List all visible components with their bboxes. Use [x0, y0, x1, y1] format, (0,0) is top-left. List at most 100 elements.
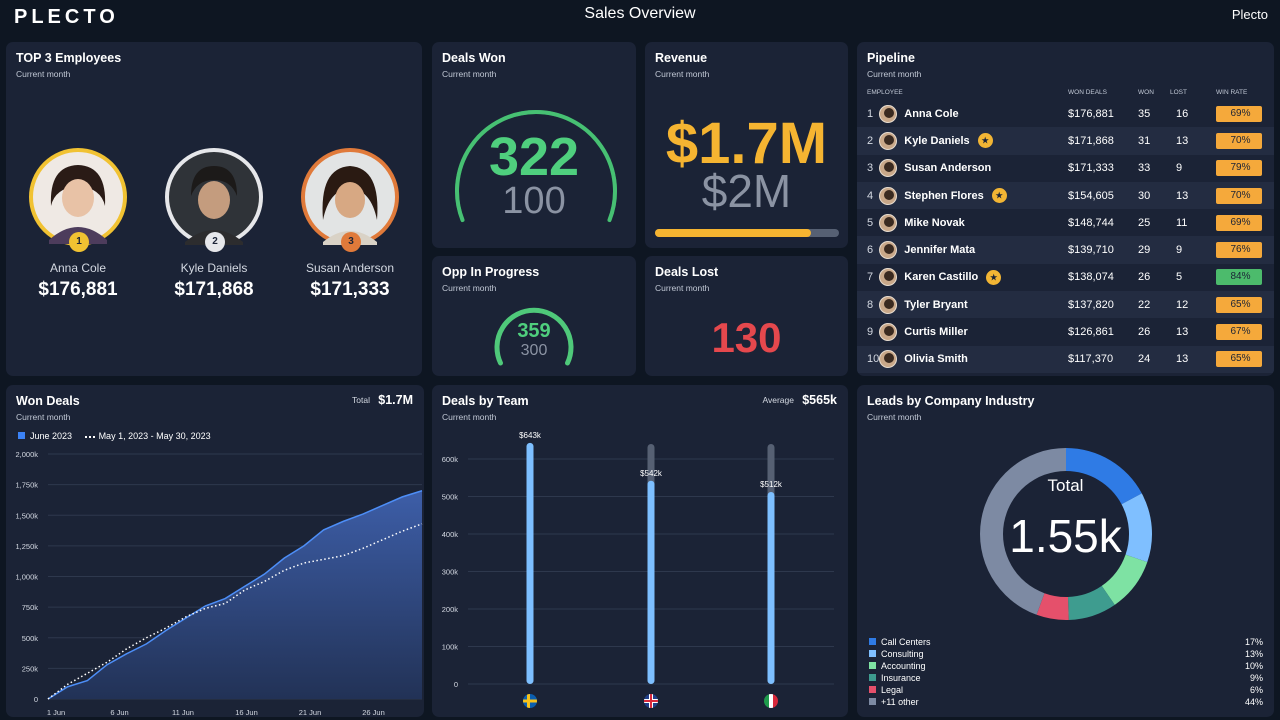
legend-item[interactable]: Legal 6%: [869, 685, 1263, 697]
series-line-may-2023: [47, 523, 423, 700]
employee-name: Kyle Daniels: [180, 261, 248, 275]
table-row[interactable]: 1 Anna Cole $176,881 35 16 69%: [857, 100, 1274, 127]
team-flag-uk-icon: [644, 694, 658, 708]
top-employee-3[interactable]: 3 Susan Anderson $171,333: [280, 148, 420, 301]
revenue-card[interactable]: Revenue Current month $1.7M $2M: [645, 42, 848, 248]
row-win-rate: 65%: [1210, 345, 1274, 373]
y-tick-label: 250k: [22, 664, 39, 673]
deals-lost-value: 130: [711, 314, 782, 361]
row-lost: 5: [1176, 271, 1183, 284]
win-rate-pill: 79%: [1216, 160, 1262, 177]
row-lost: 13: [1170, 181, 1210, 210]
row-won-deals: $148,744: [1068, 216, 1114, 229]
employee-name: Tyler Bryant: [904, 298, 968, 311]
x-tick-label: 6 Jun: [110, 708, 128, 717]
col-win-rate: WIN RATE: [1216, 88, 1248, 96]
row-won-deals: $154,605: [1068, 181, 1138, 210]
bar-value-label: $512k: [760, 480, 783, 489]
y-tick-label: 400k: [442, 530, 459, 539]
avatar: [879, 186, 898, 205]
leads-card[interactable]: Leads by Company Industry Current month …: [857, 385, 1274, 717]
employee-name: Susan Anderson: [904, 162, 992, 175]
top-bar: PLECTO Sales Overview Plecto: [0, 0, 1280, 38]
x-tick-label: 21 Jun: [299, 708, 322, 717]
legend-swatch-dotted: [84, 435, 95, 438]
top-employee-2[interactable]: 2 Kyle Daniels $171,868: [144, 148, 284, 301]
total-value: $1.7M: [378, 393, 413, 407]
row-lost: 16: [1176, 107, 1189, 120]
y-tick-label: 300k: [442, 568, 459, 577]
win-rate-pill: 67%: [1216, 324, 1262, 341]
y-tick-label: 500k: [22, 634, 39, 643]
table-row[interactable]: 6 Jennifer Mata $139,710 29 9 76%: [857, 236, 1274, 264]
y-tick-label: 600k: [442, 455, 459, 464]
donut-slice-accounting[interactable]: [1101, 554, 1148, 605]
top3-card[interactable]: TOP 3 Employees Current month 1 Anna Col…: [6, 42, 422, 376]
donut-slice-call-centers[interactable]: [1066, 448, 1142, 505]
donut-slice-insurance[interactable]: [1068, 585, 1115, 620]
row-rank: 9: [867, 326, 874, 339]
table-row[interactable]: 2 Kyle Daniels ★ $171,868 31 13 70%: [857, 127, 1274, 155]
card-title: Deals Lost: [655, 265, 719, 279]
card-title: Deals Won: [442, 51, 506, 65]
legend-percent: 44%: [1244, 697, 1263, 707]
table-row[interactable]: 3 Susan Anderson $171,333 33 9 79%: [857, 155, 1274, 182]
pipeline-card[interactable]: Pipeline Current month EMPLOYEE WON DEAL…: [857, 42, 1274, 376]
donut-slice-legal[interactable]: [1036, 593, 1069, 621]
legend-swatch: [869, 650, 876, 657]
row-rank: 5: [867, 216, 874, 229]
legend-series-2: May 1, 2023 - May 30, 2023: [98, 431, 211, 441]
average-label: Average: [762, 395, 794, 405]
row-rank: 6: [857, 236, 880, 264]
row-rank: 8: [857, 291, 880, 319]
legend-item[interactable]: Accounting 10%: [869, 661, 1263, 673]
table-row[interactable]: 9 Curtis Miller $126,861 26 13 67%: [857, 318, 1274, 345]
table-row[interactable]: 10 Olivia Smith $117,370 24 13 65%: [857, 345, 1274, 373]
win-rate-pill: 65%: [1216, 351, 1262, 368]
row-won: 24: [1138, 345, 1170, 373]
table-row[interactable]: 8 Tyler Bryant $137,820 22 12 65%: [857, 291, 1274, 319]
legend-item[interactable]: +11 other 44%: [869, 697, 1263, 709]
opp-in-progress-card[interactable]: Opp In Progress Current month 359 300: [432, 256, 636, 376]
row-won: 26: [1138, 326, 1151, 339]
bar[interactable]: [526, 442, 534, 684]
opp-value: 359: [517, 320, 551, 342]
deals-by-team-card[interactable]: Deals by Team Current month Average $565…: [432, 385, 848, 717]
col-won: WON: [1138, 88, 1154, 96]
avatar: [879, 131, 898, 150]
row-win-rate: 70%: [1210, 127, 1274, 155]
won-deals-card[interactable]: Won Deals Current month Total $1.7M June…: [6, 385, 424, 717]
avatar: 1: [29, 148, 127, 252]
legend-item[interactable]: Insurance 9%: [869, 673, 1263, 685]
employee-value: $171,868: [174, 279, 254, 300]
row-employee: Olivia Smith: [879, 345, 1068, 373]
legend-swatch: [869, 662, 876, 669]
row-lost: 12: [1170, 291, 1210, 319]
row-lost: 9: [1170, 236, 1210, 264]
won-deals-chart: 0 250k 500k 750k 1,000k 1,250k 1,500k 1,750k 2,0…: [15, 450, 423, 717]
table-row[interactable]: 7 Karen Castillo ★ $138,074 26 5 84%: [857, 264, 1274, 291]
donut-slice-11-other[interactable]: [980, 448, 1066, 615]
deals-lost-card[interactable]: Deals Lost Current month 130: [645, 256, 848, 376]
legend-item[interactable]: Consulting 13%: [869, 649, 1263, 661]
y-tick-label: 2,000k: [15, 450, 38, 459]
pipeline-table: EMPLOYEE WON DEALS WON LOST WIN RATE 1 An…: [857, 84, 1274, 373]
table-row[interactable]: 5 Mike Novak $148,744 25 11 69%: [857, 209, 1274, 236]
avatar: [879, 159, 898, 178]
y-tick-label: 750k: [22, 603, 39, 612]
legend-swatch-solid: [18, 432, 25, 439]
bar[interactable]: [767, 492, 775, 684]
employee-value: $176,881: [38, 279, 118, 300]
win-rate-pill: 70%: [1216, 132, 1262, 149]
col-employee: EMPLOYEE: [867, 88, 903, 96]
employee-name: Kyle Daniels: [904, 134, 970, 147]
legend-swatch: [869, 686, 876, 693]
avatar: [879, 350, 898, 369]
table-row[interactable]: 4 Stephen Flores ★ $154,605 30 13 70%: [857, 181, 1274, 210]
legend-item[interactable]: Call Centers 17%: [869, 637, 1263, 649]
donut-slice-consulting[interactable]: [1121, 493, 1152, 563]
top-employee-1[interactable]: 1 Anna Cole $176,881: [8, 148, 148, 301]
deals-won-value: 322: [488, 127, 580, 187]
deals-won-card[interactable]: Deals Won Current month 322 100: [432, 42, 636, 248]
bar[interactable]: [647, 480, 655, 684]
